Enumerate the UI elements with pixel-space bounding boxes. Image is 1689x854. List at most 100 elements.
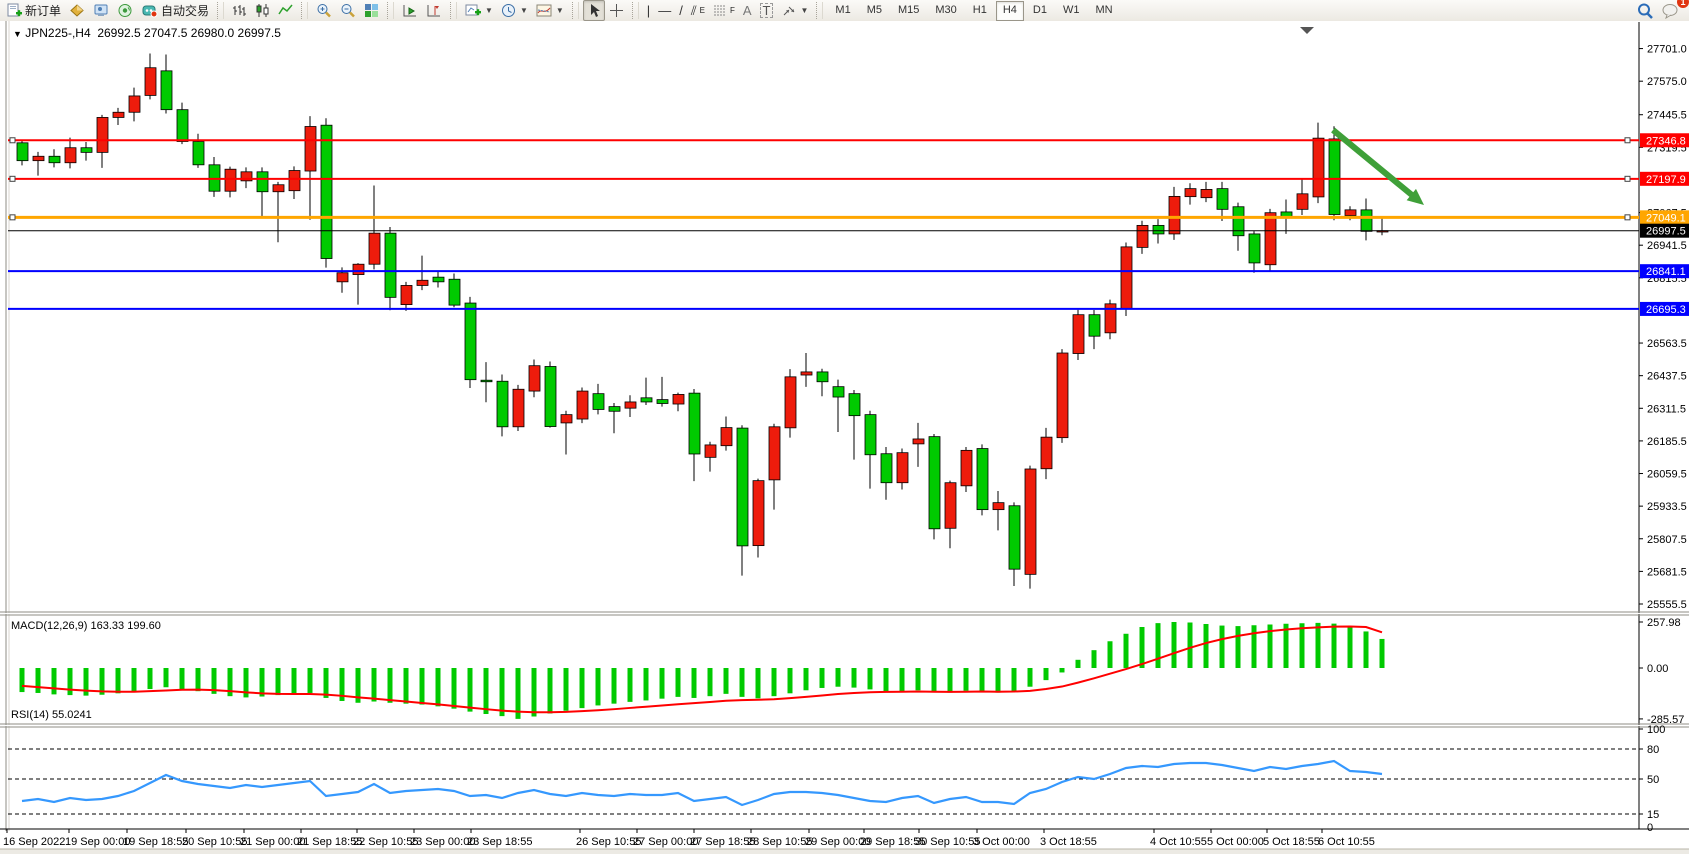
svg-text:27049.1: 27049.1 <box>1646 212 1686 224</box>
line-handle[interactable] <box>9 137 16 144</box>
zoom-in-button[interactable] <box>312 0 336 21</box>
shift-marker <box>1300 27 1314 34</box>
toolbar-separator <box>816 2 824 19</box>
hline-support-26695.3[interactable]: 26695.3 <box>8 301 1689 316</box>
bull-candle-body <box>128 95 141 113</box>
bear-candle-body <box>976 448 989 511</box>
chart-canvas[interactable]: 27701.027575.027445.527319.527067.526941… <box>0 21 1689 854</box>
hline-pivot-27049.1[interactable]: 27049.1 <box>8 210 1689 225</box>
arrows-icon <box>781 4 796 18</box>
macd-indicator-label: MACD(12,26,9) 163.33 199.60 <box>11 620 161 632</box>
terminal-button[interactable] <box>89 0 113 21</box>
timeframe-m5[interactable]: M5 <box>866 3 882 16</box>
bear-candle-body <box>176 109 189 142</box>
timeframe-w1[interactable]: W1 <box>1062 3 1080 16</box>
zoom-out-button[interactable] <box>336 0 360 21</box>
symbol-collapse-icon[interactable]: ▼ <box>13 29 22 39</box>
svg-text:26841.1: 26841.1 <box>1646 266 1686 278</box>
bull-candle-body <box>560 414 573 424</box>
line-handle[interactable] <box>1624 214 1631 221</box>
hline-support-26841.1[interactable]: 26841.1 <box>8 264 1689 279</box>
bull-candle-body <box>720 427 733 447</box>
timeframe-mn[interactable]: MN <box>1095 3 1113 16</box>
svg-text:20 Sep 10:55: 20 Sep 10:55 <box>182 836 247 848</box>
bull-candle-body <box>1056 352 1069 439</box>
timeframe-m1[interactable]: M1 <box>835 3 851 16</box>
bull-candle-body <box>992 502 1005 511</box>
bull-candle-body <box>1120 246 1133 310</box>
candlestick-series <box>16 53 1389 589</box>
horizontal-line-button[interactable]: — <box>654 0 675 21</box>
text-button[interactable]: A <box>739 0 756 21</box>
auto-scroll-icon <box>402 3 418 18</box>
new-chart-button[interactable]: ▼ <box>461 0 497 21</box>
hline-resistance-27346.8[interactable]: 27346.8 <box>8 133 1689 148</box>
bull-candle-body <box>400 285 413 306</box>
svg-text:27445.5: 27445.5 <box>1647 110 1687 122</box>
signals-icon <box>117 3 133 18</box>
timeframe-h1[interactable]: H1 <box>972 3 987 16</box>
macd-name: MACD(12,26,9) <box>11 620 88 632</box>
trend-arrow-annotation[interactable] <box>1331 127 1424 205</box>
bull-candle-body <box>800 371 813 376</box>
auto-scroll-button[interactable] <box>398 0 422 21</box>
bull-candle-body <box>1200 189 1213 199</box>
chart-shift-icon <box>426 3 442 18</box>
line-handle[interactable] <box>9 214 16 221</box>
timeframe-m30[interactable]: M30 <box>935 3 957 16</box>
trendline-button[interactable]: / <box>675 0 687 21</box>
hline-bid-26997.5[interactable]: 26997.5 <box>8 223 1689 238</box>
svg-text:26941.5: 26941.5 <box>1647 240 1687 252</box>
rsi-line <box>21 759 1383 807</box>
bear-candle-body <box>432 276 445 283</box>
timeframe-h4[interactable]: H4 <box>995 0 1024 21</box>
new-order-button[interactable]: 新订单 <box>2 0 65 21</box>
bull-candle-body <box>896 452 909 484</box>
rsi-panel[interactable]: 100 80 50 150 <box>8 724 1665 834</box>
template-button[interactable]: ▼ <box>532 0 568 21</box>
search-button[interactable] <box>1633 0 1658 21</box>
chart-window[interactable]: 27701.027575.027445.527319.527067.526941… <box>0 21 1689 854</box>
svg-text:100: 100 <box>1647 724 1665 736</box>
channel-button[interactable]: ⫽ E <box>687 0 709 21</box>
bear-candle-body <box>1360 209 1373 232</box>
fibonacci-button[interactable]: F <box>709 0 739 21</box>
bear-candle-body <box>640 397 653 403</box>
arrows-button[interactable]: ▼ <box>777 0 812 21</box>
bar-chart-button[interactable] <box>228 0 251 21</box>
chart-shift-marker-icon <box>1300 27 1314 34</box>
bar-chart-icon <box>232 3 247 18</box>
text-label-icon: T <box>759 3 774 18</box>
line-handle[interactable] <box>1624 175 1631 182</box>
price-axis[interactable]: 27701.027575.027445.527319.527067.526941… <box>1639 44 1687 611</box>
auto-trading-button[interactable]: 自动交易 <box>137 0 213 21</box>
period-button[interactable]: ▼ <box>497 0 532 21</box>
tile-windows-button[interactable] <box>360 0 383 21</box>
crosshair-button[interactable] <box>605 0 628 21</box>
timeframe-d1[interactable]: D1 <box>1032 3 1047 16</box>
svg-text:27197.9: 27197.9 <box>1646 174 1686 186</box>
new-chart-icon <box>465 3 482 18</box>
bull-candle-body <box>1136 224 1149 248</box>
timeframe-m15[interactable]: M15 <box>897 3 920 16</box>
line-handle[interactable] <box>1624 137 1631 144</box>
candlestick-chart-button[interactable] <box>251 0 274 21</box>
hline-resistance-27197.9[interactable]: 27197.9 <box>8 171 1689 186</box>
macd-panel[interactable]: 257.98 0.00 -285.57 <box>19 617 1684 726</box>
line-chart-button[interactable] <box>274 0 297 21</box>
signals-button[interactable] <box>113 0 137 21</box>
chart-shift-button[interactable] <box>422 0 446 21</box>
vertical-line-button[interactable]: | <box>643 0 654 21</box>
cursor-button[interactable] <box>582 0 605 21</box>
chat-button[interactable]: 1 <box>1658 0 1689 21</box>
zoom-out-icon <box>340 3 356 18</box>
bull-candle-body <box>1104 303 1117 334</box>
bull-candle-body <box>944 482 957 529</box>
svg-text:23 Sep 18:55: 23 Sep 18:55 <box>467 836 532 848</box>
svg-text:25933.5: 25933.5 <box>1647 501 1687 513</box>
text-label-button[interactable]: T <box>756 0 778 21</box>
bear-candle-body <box>192 141 205 166</box>
gold-diamond-button[interactable] <box>65 0 89 21</box>
line-handle[interactable] <box>9 175 16 182</box>
